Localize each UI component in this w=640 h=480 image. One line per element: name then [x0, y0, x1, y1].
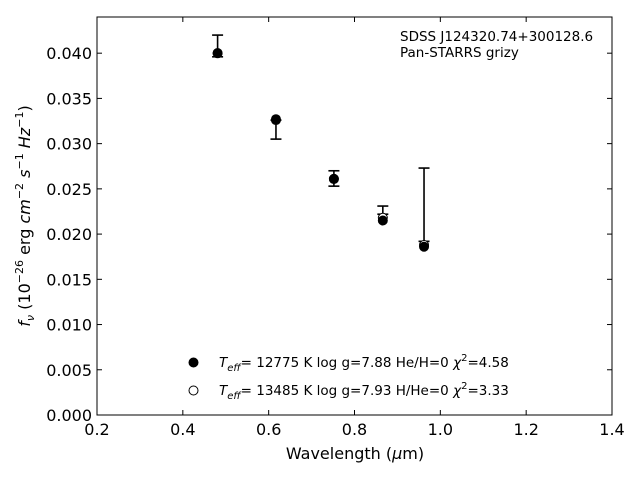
y-tick-label: 0.035: [46, 89, 92, 108]
y-tick-label: 0.005: [46, 361, 92, 380]
legend-entry-2: Teff= 13485 K log g=7.93 H/He=0 χ2=3.33: [219, 381, 509, 402]
filled-circle-point: [419, 241, 430, 252]
x-axis-ticks: 0.2 0.4 0.6 0.8 1.0 1.2 1.4: [84, 17, 625, 439]
legend-open-circle-marker: [188, 385, 199, 396]
legend-filled-circle-marker: [188, 357, 199, 368]
legend: Teff= 12775 K log g=7.88 He/H=0 χ2=4.58 …: [188, 353, 509, 402]
y-tick-label: 0.040: [46, 44, 92, 63]
x-tick-label: 1.0: [428, 420, 453, 439]
x-axis-label: Wavelength (μm): [286, 444, 424, 463]
y-tick-label: 0.030: [46, 135, 92, 154]
annotation-object-name: SDSS J124320.74+300128.6: [400, 29, 593, 45]
y-axis-label: fν (10−26 erg cm−2 s−1 Hz−1): [13, 105, 37, 326]
x-tick-label: 0.4: [170, 420, 195, 439]
error-bars: [212, 34, 430, 243]
y-tick-label: 0.015: [46, 270, 92, 289]
y-tick-label: 0.000: [46, 406, 92, 425]
filled-circle-point: [212, 48, 223, 59]
filled-circle-point: [377, 215, 388, 226]
filled-circle-point: [270, 114, 281, 125]
x-tick-label: 1.2: [513, 420, 538, 439]
y-tick-label: 0.025: [46, 180, 92, 199]
y-tick-label: 0.010: [46, 316, 92, 335]
y-tick-label: 0.020: [46, 225, 92, 244]
x-tick-label: 0.8: [342, 420, 367, 439]
x-tick-label: 1.4: [599, 420, 624, 439]
annotation-survey: Pan-STARRS grizy: [400, 45, 519, 61]
data-markers: [212, 48, 430, 252]
x-tick-label: 0.6: [256, 420, 281, 439]
legend-entry-1: Teff= 12775 K log g=7.88 He/H=0 χ2=4.58: [219, 353, 509, 374]
x-tick-label: 0.2: [84, 420, 109, 439]
filled-circle-point: [328, 173, 339, 184]
y-axis-ticks: 0.000 0.005 0.010 0.015 0.020 0.025 0.030 0.035…: [46, 44, 612, 425]
